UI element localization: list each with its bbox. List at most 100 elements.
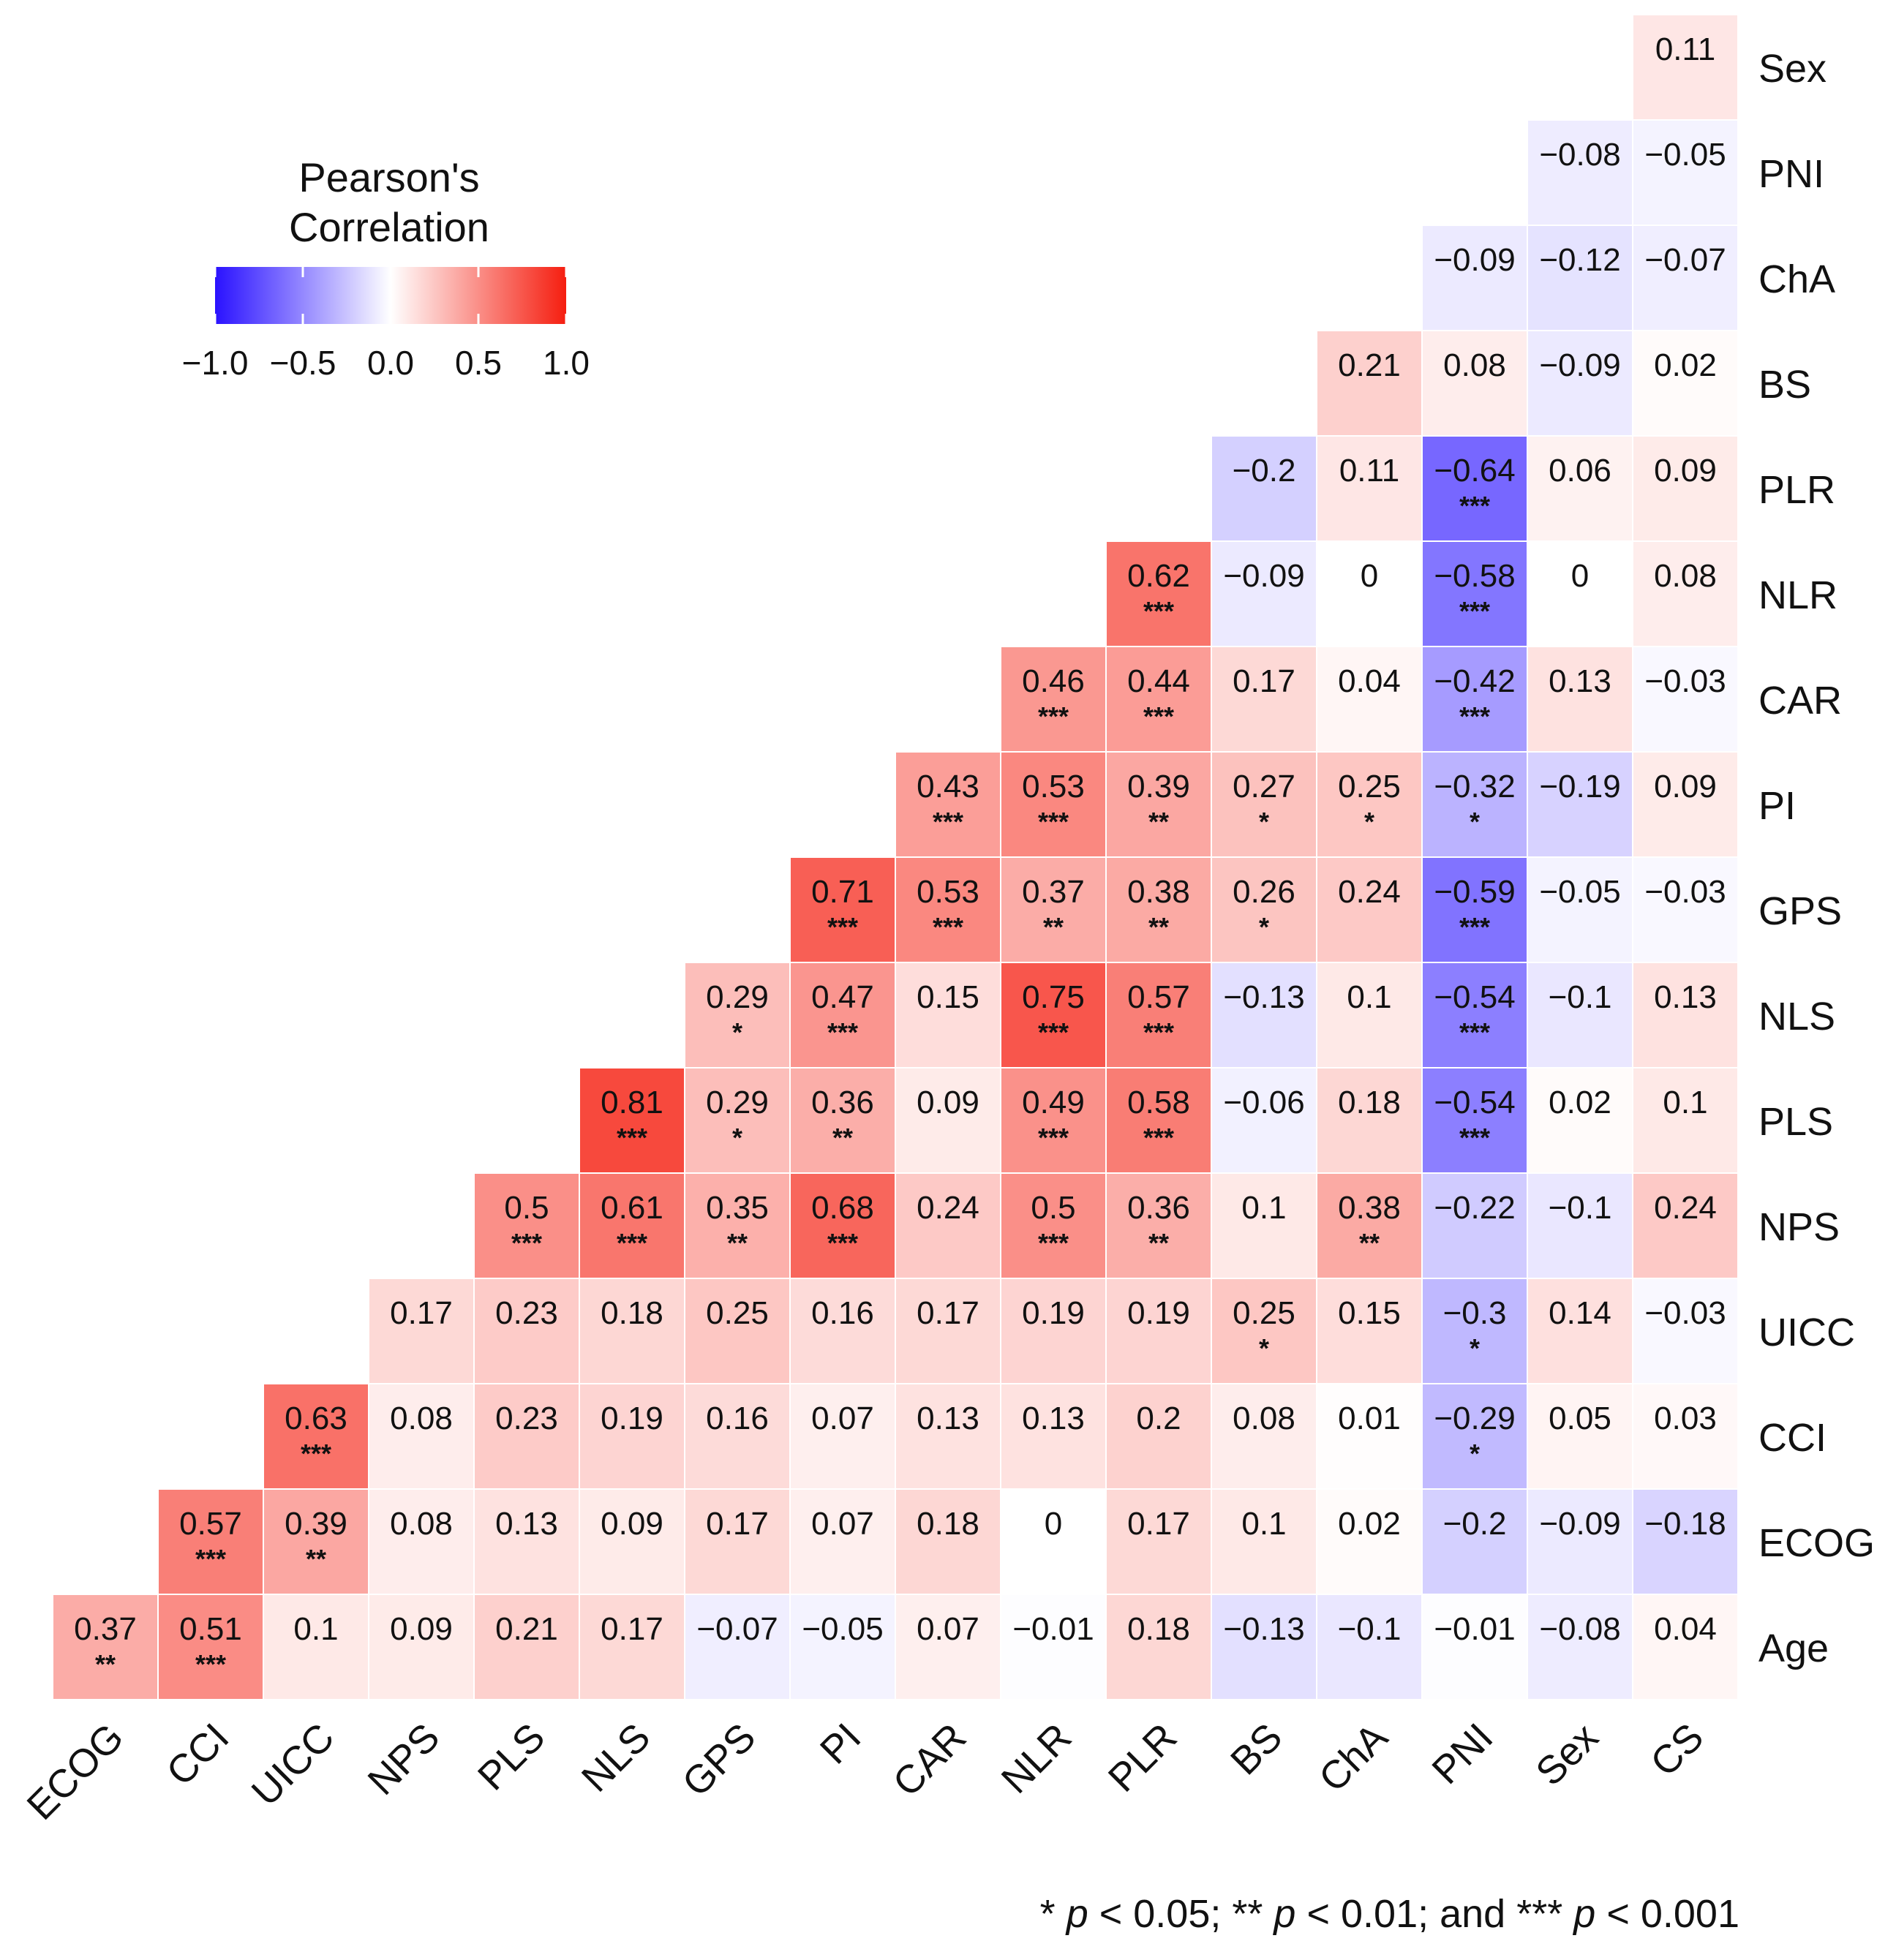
- cell-value-label: 0.09: [1654, 453, 1717, 489]
- heatmap-cell: [1001, 1279, 1105, 1383]
- heatmap-cell: [1423, 753, 1527, 856]
- heatmap-cell: [791, 963, 895, 1067]
- cell-value-label: 0.04: [1338, 663, 1401, 699]
- heatmap-cell: [1528, 226, 1632, 330]
- heatmap-cell: [1423, 963, 1527, 1067]
- cell-significance-label: *: [1259, 1333, 1269, 1363]
- heatmap-cell: [1633, 226, 1737, 330]
- column-label: PLS: [470, 1715, 554, 1799]
- heatmap-cell: [1001, 753, 1105, 856]
- cell-significance-label: ***: [1038, 1123, 1069, 1153]
- heatmap-cell: [1212, 1174, 1316, 1278]
- heatmap-cell: [1212, 858, 1316, 962]
- footnote-p3: p: [1572, 1892, 1595, 1936]
- heatmap-cell: [1212, 1595, 1316, 1699]
- heatmap-cell: [1633, 1068, 1737, 1172]
- footnote-part4: < 0.001: [1595, 1892, 1739, 1936]
- cell-significance-label: ***: [1038, 807, 1069, 837]
- heatmap-cell: [1423, 1490, 1527, 1594]
- cell-value-label: 0.25: [1338, 769, 1401, 804]
- row-label: ChA: [1758, 257, 1835, 301]
- cell-value-label: 0.44: [1127, 663, 1190, 699]
- heatmap-cell: [580, 1068, 684, 1172]
- heatmap-cell: [1528, 858, 1632, 962]
- cell-value-label: −0.54: [1434, 979, 1515, 1015]
- heatmap-cell: [1212, 1490, 1316, 1594]
- column-label: PNI: [1423, 1715, 1501, 1793]
- column-label: CCI: [158, 1715, 237, 1794]
- cell-value-label: −0.08: [1539, 1611, 1620, 1647]
- cell-value-label: 0.24: [1338, 874, 1401, 910]
- heatmap-cell: [1107, 1490, 1211, 1594]
- cell-value-label: 0.09: [917, 1085, 979, 1120]
- heatmap-cell: [475, 1490, 579, 1594]
- cell-value-label: −0.22: [1434, 1190, 1515, 1226]
- cell-value-label: 0.53: [1022, 769, 1085, 804]
- heatmap-cell: [1528, 121, 1632, 225]
- heatmap-cell: [896, 858, 1000, 962]
- heatmap-cell: [1528, 1384, 1632, 1488]
- heatmap-cell: [1317, 542, 1421, 646]
- column-label: UICC: [244, 1715, 343, 1814]
- cell-significance-label: ***: [1038, 1228, 1069, 1258]
- cell-value-label: −0.03: [1644, 874, 1726, 910]
- column-label: ChA: [1311, 1715, 1396, 1801]
- cell-value-label: 0.1: [1241, 1190, 1286, 1226]
- cell-value-label: 0.37: [1022, 874, 1085, 910]
- heatmap-cell: [1212, 647, 1316, 751]
- cell-significance-label: ***: [827, 1017, 858, 1047]
- heatmap-cell: [685, 1384, 789, 1488]
- heatmap-cell: [1001, 1490, 1105, 1594]
- cell-significance-label: **: [1359, 1228, 1380, 1258]
- cell-value-label: 0.39: [285, 1506, 347, 1542]
- cell-value-label: −0.29: [1434, 1401, 1515, 1436]
- legend-tick-label: −0.5: [270, 344, 336, 382]
- cell-significance-label: ***: [1459, 596, 1490, 626]
- cell-value-label: 0.08: [1654, 558, 1717, 594]
- cell-significance-label: **: [1148, 807, 1169, 837]
- heatmap-cell: [1528, 1174, 1632, 1278]
- heatmap-cell: [159, 1490, 263, 1594]
- heatmap-cell: [1633, 1595, 1737, 1699]
- cell-value-label: 0.57: [179, 1506, 242, 1542]
- cell-significance-label: ***: [511, 1228, 542, 1258]
- cell-value-label: 0.09: [601, 1506, 663, 1542]
- row-label: PNI: [1758, 152, 1824, 196]
- heatmap-cell: [791, 1068, 895, 1172]
- cell-value-label: 0.19: [1127, 1295, 1190, 1331]
- heatmap-cell: [1001, 963, 1105, 1067]
- cell-value-label: 0.14: [1549, 1295, 1611, 1331]
- cell-value-label: 0: [1045, 1506, 1062, 1542]
- heatmap-cell: [685, 1490, 789, 1594]
- cell-significance-label: ***: [933, 912, 963, 942]
- cell-value-label: 0.11: [1339, 453, 1399, 489]
- heatmap-cell: [1107, 1279, 1211, 1383]
- heatmap-cell: [1212, 542, 1316, 646]
- heatmap-cell: [1317, 1490, 1421, 1594]
- heatmap-cell: [1212, 963, 1316, 1067]
- heatmap-cell: [475, 1174, 579, 1278]
- cell-value-label: 0.08: [1233, 1401, 1295, 1436]
- heatmap-cell: [1001, 1068, 1105, 1172]
- cell-value-label: 0.49: [1022, 1085, 1085, 1120]
- cell-value-label: −0.18: [1644, 1506, 1726, 1542]
- cell-significance-label: **: [1148, 1228, 1169, 1258]
- heatmap-cell: [1107, 858, 1211, 962]
- row-label: UICC: [1758, 1311, 1855, 1354]
- cell-significance-label: ***: [1459, 1123, 1490, 1153]
- cell-value-label: 0.17: [706, 1506, 769, 1542]
- column-label: ECOG: [19, 1715, 132, 1828]
- heatmap-cell: [1317, 647, 1421, 751]
- heatmap-cell: [1317, 963, 1421, 1067]
- heatmap-cell: [1107, 1068, 1211, 1172]
- cell-value-label: 0.17: [1233, 663, 1295, 699]
- footnote-part1: *: [1040, 1892, 1066, 1936]
- heatmap-cell: [1633, 437, 1737, 540]
- cell-value-label: 0.07: [917, 1611, 979, 1647]
- heatmap-cell: [1528, 753, 1632, 856]
- footnote-p1: p: [1065, 1892, 1088, 1936]
- column-label: NLR: [993, 1715, 1080, 1802]
- cell-value-label: −0.08: [1539, 137, 1620, 173]
- cell-significance-label: **: [727, 1228, 748, 1258]
- cell-value-label: −0.03: [1644, 663, 1726, 699]
